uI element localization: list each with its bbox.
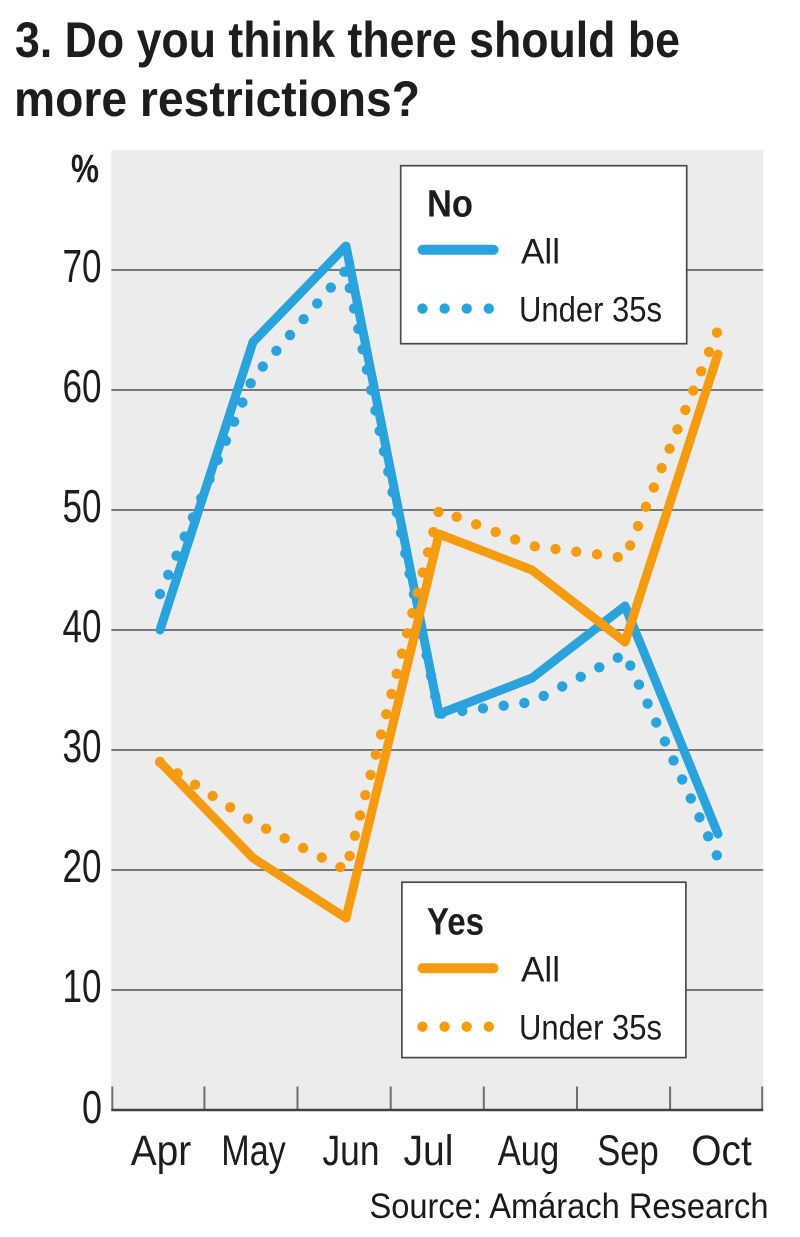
svg-text:3. Do you think there should b: 3. Do you think there should be bbox=[15, 12, 680, 68]
svg-text:40: 40 bbox=[63, 600, 102, 652]
svg-text:Source: Amárach Research: Source: Amárach Research bbox=[370, 1187, 769, 1226]
svg-text:Apr: Apr bbox=[131, 1128, 192, 1175]
svg-text:30: 30 bbox=[63, 720, 102, 772]
svg-text:70: 70 bbox=[63, 240, 102, 292]
svg-text:All: All bbox=[521, 950, 560, 990]
svg-text:Jul: Jul bbox=[404, 1128, 454, 1175]
svg-text:Sep: Sep bbox=[597, 1128, 659, 1175]
svg-text:50: 50 bbox=[63, 480, 102, 532]
svg-text:10: 10 bbox=[63, 960, 102, 1012]
svg-text:20: 20 bbox=[63, 840, 102, 892]
svg-text:Oct: Oct bbox=[691, 1128, 752, 1175]
svg-text:0: 0 bbox=[82, 1081, 102, 1133]
svg-text:Under 35s: Under 35s bbox=[519, 290, 662, 330]
svg-text:Yes: Yes bbox=[427, 902, 484, 944]
svg-text:Jun: Jun bbox=[323, 1128, 380, 1175]
svg-text:60: 60 bbox=[63, 360, 102, 412]
svg-text:%: % bbox=[71, 147, 99, 191]
svg-text:May: May bbox=[221, 1128, 286, 1175]
svg-text:No: No bbox=[427, 184, 473, 226]
svg-text:Under 35s: Under 35s bbox=[519, 1008, 662, 1048]
svg-text:Aug: Aug bbox=[498, 1128, 560, 1175]
svg-text:All: All bbox=[521, 232, 560, 272]
svg-text:more restrictions?: more restrictions? bbox=[14, 71, 420, 127]
